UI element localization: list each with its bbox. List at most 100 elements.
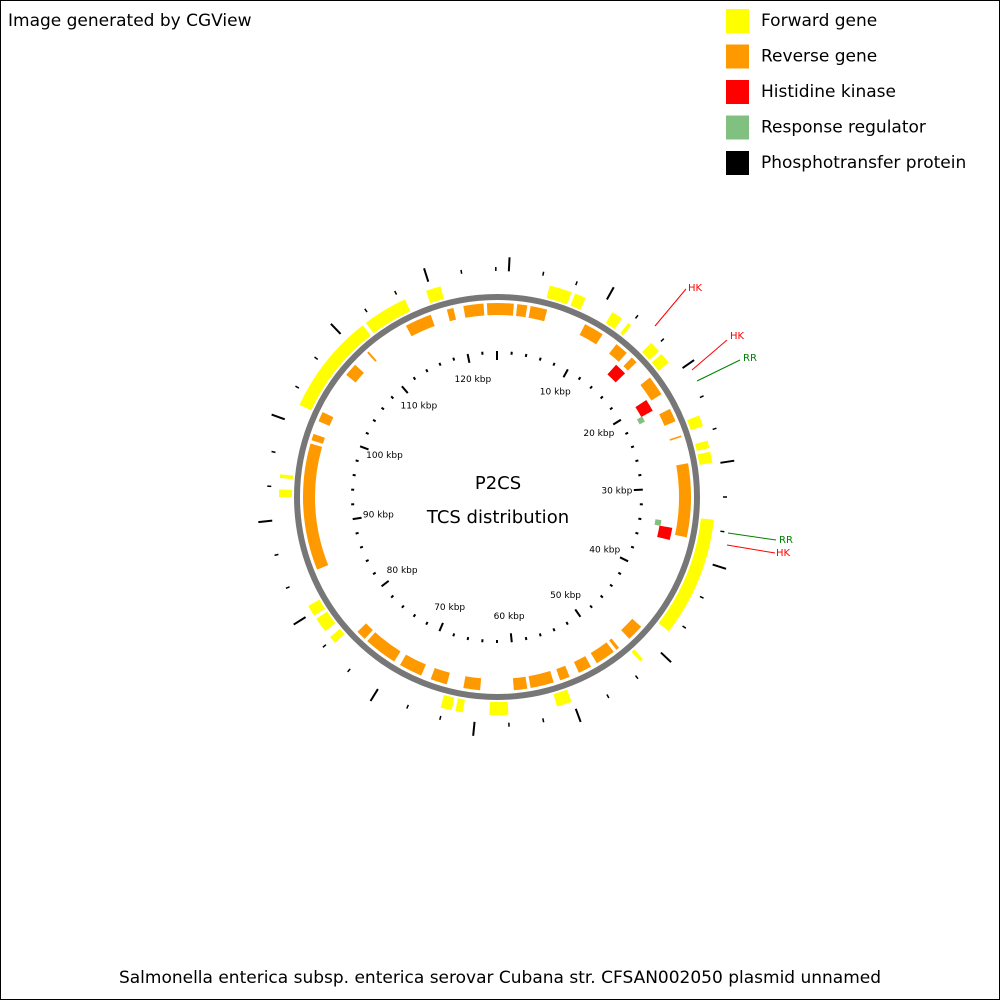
- scale-tick: [365, 431, 370, 435]
- callout-line: [696, 359, 741, 382]
- forward-gene: [330, 628, 345, 643]
- outer-tick: [574, 708, 582, 723]
- scale-tick: [617, 571, 622, 576]
- outer-tick: [347, 668, 351, 673]
- outer-tick: [293, 616, 307, 626]
- outer-tick: [369, 688, 379, 702]
- reverse-gene: [318, 411, 334, 426]
- scale-tick: [365, 559, 370, 563]
- legend-swatch: [726, 9, 749, 33]
- legend-label: Histidine kinase: [761, 82, 896, 102]
- forward-gene: [365, 299, 411, 334]
- forward-gene: [605, 312, 623, 330]
- kbp-label: 10 kbp: [540, 388, 571, 398]
- forward-gene: [426, 286, 444, 304]
- scale-tick: [401, 385, 409, 394]
- outer-tick: [274, 553, 279, 557]
- forward-gene: [546, 285, 572, 305]
- forward-gene: [687, 415, 704, 431]
- scale-tick: [359, 545, 364, 549]
- reverse-gene: [675, 463, 691, 538]
- header: Image generated by CGView: [8, 11, 252, 31]
- legend-label: Phosphotransfer protein: [761, 153, 966, 173]
- kbp-label: 90 kbp: [363, 511, 394, 521]
- scale-tick: [599, 395, 604, 400]
- outer-tick: [712, 427, 717, 431]
- legend-swatch: [726, 115, 749, 140]
- kbp-label: 30 kbp: [601, 486, 632, 496]
- outer-tick: [720, 459, 735, 464]
- reverse-gene: [640, 377, 662, 401]
- scale-tick: [372, 571, 377, 576]
- callout-line: [727, 532, 777, 541]
- outer-tick: [682, 625, 687, 629]
- scale-tick: [635, 531, 639, 535]
- center-title: P2CS: [475, 473, 521, 494]
- scale-tick: [609, 583, 614, 588]
- scale-tick: [524, 353, 528, 358]
- histidine-kinase: [635, 400, 653, 418]
- forward-gene: [455, 698, 465, 713]
- legend-label: Response regulator: [761, 118, 926, 138]
- reverse-gene: [430, 668, 450, 685]
- scale-tick: [609, 406, 614, 411]
- reverse-gene: [573, 656, 592, 673]
- outer-tick: [606, 694, 610, 699]
- scale-tick: [466, 636, 470, 641]
- scale-tick: [630, 445, 635, 449]
- kbp-label: 40 kbp: [589, 545, 620, 555]
- outer-tick: [507, 257, 511, 272]
- scale-tick: [425, 368, 429, 373]
- scale-tick: [452, 357, 456, 361]
- scale-tick: [380, 580, 390, 588]
- outer-tick: [314, 356, 319, 361]
- outer-tick: [406, 704, 410, 709]
- legend-swatch: [726, 151, 749, 175]
- reverse-gene: [311, 433, 325, 444]
- outer-tick: [271, 413, 286, 421]
- scale-tick: [635, 459, 639, 463]
- forward-gene: [570, 293, 586, 310]
- outer-tick: [423, 268, 430, 283]
- outer-tick: [699, 395, 704, 399]
- reverse-gene: [556, 665, 570, 681]
- forward-gene: [620, 322, 632, 336]
- reverse-gene: [512, 676, 528, 691]
- scale-tick: [574, 608, 582, 618]
- kbp-label: 100 kbp: [366, 451, 403, 461]
- center-subtitle: TCS distribution: [426, 507, 569, 528]
- backbone: [294, 294, 700, 700]
- scale-tick: [589, 604, 593, 609]
- scale-tick: [372, 418, 377, 423]
- scale-tick: [452, 633, 456, 637]
- kbp-label: 50 kbp: [550, 591, 581, 601]
- outer-tick: [460, 269, 463, 274]
- callout-label: HK: [730, 331, 745, 342]
- outer-tick: [364, 308, 368, 313]
- legend-swatch: [726, 44, 749, 69]
- callout-label: RR: [779, 535, 793, 546]
- reverse-gene: [621, 618, 642, 639]
- outer-tick: [660, 651, 672, 663]
- scale-tick: [612, 418, 622, 426]
- reverse-gene: [357, 623, 373, 639]
- forward-gene: [553, 689, 572, 707]
- outer-tick: [542, 271, 545, 276]
- scale-tick: [524, 636, 528, 641]
- kbp-label: 60 kbp: [494, 612, 525, 622]
- reverse-gene: [579, 324, 603, 345]
- reverse-gene: [623, 357, 637, 371]
- kbp-label: 120 kbp: [455, 375, 492, 385]
- scale-tick: [438, 622, 444, 632]
- kbp-label: 80 kbp: [387, 566, 418, 576]
- reverse-gene: [367, 632, 401, 662]
- outer-tick: [394, 290, 398, 295]
- reverse-gene: [486, 302, 514, 316]
- callout-label: RR: [743, 353, 757, 364]
- reverse-gene: [528, 671, 554, 689]
- forward-gene: [697, 451, 713, 465]
- outer-tick: [472, 721, 476, 736]
- callout-line: [726, 544, 776, 554]
